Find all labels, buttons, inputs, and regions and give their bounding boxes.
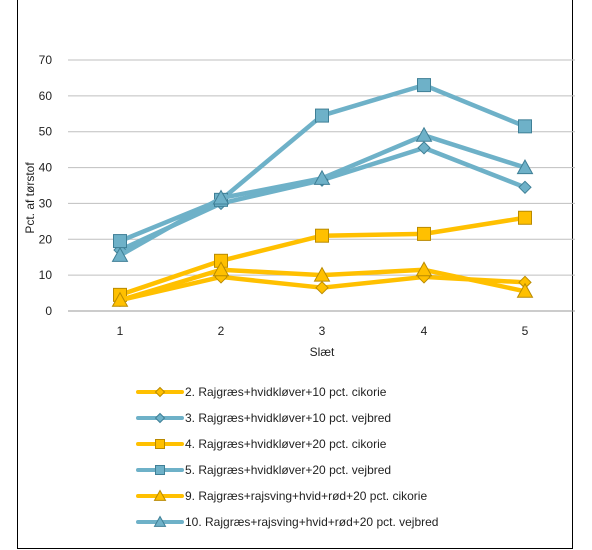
y-tick-label: 50 xyxy=(39,125,53,139)
x-tick-label: 3 xyxy=(319,324,326,338)
x-tick-label: 4 xyxy=(421,324,428,338)
legend-item: 5. Rajgræs+hvidkløver+20 pct. vejbred xyxy=(135,457,438,483)
legend-item: 3. Rajgræs+hvidkløver+10 pct. vejbred xyxy=(135,405,438,431)
data-point xyxy=(315,108,329,123)
legend-swatch xyxy=(136,465,184,475)
legend-label: 10. Rajgræs+rajsving+hvid+rød+20 pct. ve… xyxy=(185,515,439,529)
x-tick-labels: 1 2 3 4 5 xyxy=(117,324,529,338)
data-point xyxy=(417,141,431,155)
x-tick-label: 5 xyxy=(522,324,529,338)
data-point xyxy=(516,282,534,298)
y-tick-label: 40 xyxy=(39,161,53,175)
legend-swatch xyxy=(136,439,184,449)
legend-label: 2. Rajgræs+hvidkløver+10 pct. cikorie xyxy=(185,385,387,399)
x-tick-label: 2 xyxy=(218,324,225,338)
data-point xyxy=(313,169,331,185)
legend: 2. Rajgræs+hvidkløver+10 pct. cikorie 3. … xyxy=(135,379,438,535)
y-tick-label: 20 xyxy=(39,232,53,246)
legend-item: 10. Rajgræs+rajsving+hvid+rød+20 pct. ve… xyxy=(135,509,438,535)
legend-swatch-marker xyxy=(155,439,165,449)
legend-swatch-marker xyxy=(153,489,167,501)
legend-swatch xyxy=(136,386,184,398)
data-point xyxy=(518,119,532,134)
line-chart: 0 10 20 30 40 50 60 70 1 2 3 4 5 Slæt Pct. af tørst… xyxy=(23,53,575,359)
data-point xyxy=(212,261,230,277)
legend-label: 4. Rajgræs+hvidkløver+20 pct. cikorie xyxy=(185,437,387,451)
data-point xyxy=(315,280,329,295)
data-point xyxy=(313,266,331,282)
data-point xyxy=(315,228,329,243)
y-tick-label: 10 xyxy=(39,268,53,282)
data-point xyxy=(516,159,534,175)
y-axis-label: Pct. af tørstof xyxy=(23,162,37,234)
data-point xyxy=(518,210,532,225)
series-6 xyxy=(111,126,534,262)
legend-swatch xyxy=(136,515,184,527)
data-point xyxy=(415,261,433,277)
legend-item: 4. Rajgræs+hvidkløver+20 pct. cikorie xyxy=(135,431,438,457)
y-tick-label: 60 xyxy=(39,89,53,103)
data-point xyxy=(415,126,433,142)
data-point xyxy=(417,78,431,93)
data-point xyxy=(113,234,127,249)
y-tick-labels: 0 10 20 30 40 50 60 70 xyxy=(39,53,53,318)
data-point xyxy=(111,246,129,262)
series-5 xyxy=(111,261,534,307)
legend-swatch xyxy=(136,489,184,501)
x-tick-label: 1 xyxy=(117,324,124,338)
legend-swatch-marker xyxy=(154,386,166,398)
x-axis-label: Slæt xyxy=(310,345,335,359)
legend-swatch xyxy=(136,412,184,424)
y-tick-label: 0 xyxy=(45,304,52,318)
legend-item: 2. Rajgræs+hvidkløver+10 pct. cikorie xyxy=(135,379,438,405)
data-point xyxy=(212,189,230,205)
legend-label: 9. Rajgræs+rajsving+hvid+rød+20 pct. cik… xyxy=(185,489,428,503)
y-tick-label: 70 xyxy=(39,53,53,67)
y-tick-label: 30 xyxy=(39,196,53,210)
legend-label: 5. Rajgræs+hvidkløver+20 pct. vejbred xyxy=(185,463,392,477)
legend-swatch-marker xyxy=(154,412,166,424)
legend-label: 3. Rajgræs+hvidkløver+10 pct. vejbred xyxy=(185,411,392,425)
series-3 xyxy=(113,210,532,302)
data-point xyxy=(417,226,431,241)
data-point xyxy=(111,291,129,307)
legend-item: 9. Rajgræs+rajsving+hvid+rød+20 pct. cik… xyxy=(135,483,438,509)
series-lines xyxy=(111,78,534,307)
legend-swatch-marker xyxy=(155,465,165,475)
data-point xyxy=(518,180,532,194)
legend-swatch-marker xyxy=(153,515,167,527)
